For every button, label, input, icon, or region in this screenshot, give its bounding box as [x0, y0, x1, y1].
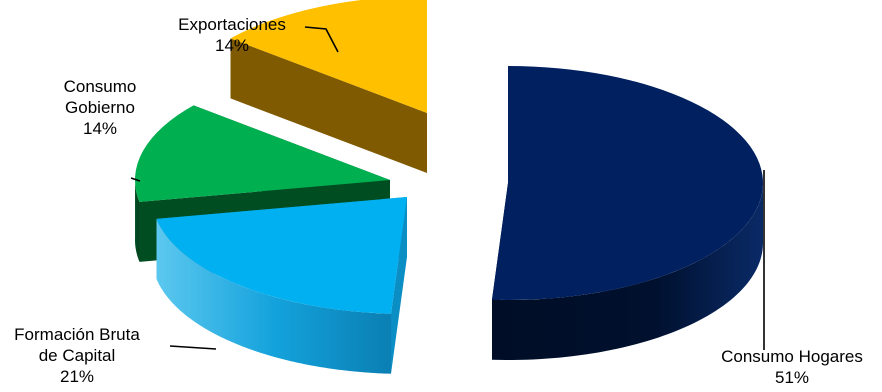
leader-line-3 [304, 26, 339, 53]
pie-slice-3 [230, 0, 427, 113]
leader-lines [130, 26, 765, 350]
slice-label-line-2-0: Consumo [64, 77, 137, 96]
slice-outer-wall-0-0 [491, 183, 763, 360]
slice-outer-wall-1-0 [156, 218, 391, 374]
pie-slice-2 [135, 105, 390, 202]
slice-label-line-0-1: 51% [775, 368, 809, 387]
slice-label-line-0-0: Consumo Hogares [721, 347, 863, 366]
slice-label-0: Consumo Hogares 51% [721, 347, 863, 387]
slice-edge-face-3-0 [230, 38, 427, 174]
slice-labels: Consumo Hogares 51% Formación Bruta de Capi… [14, 15, 863, 387]
slice-label-line-2-1: Gobierno [65, 98, 135, 117]
slice-label-line-3-1: 14% [215, 36, 249, 55]
pie-slice-0 [491, 66, 763, 300]
slice-label-line-3-0: Exportaciones [178, 15, 286, 34]
slice-label-line-1-2: 21% [60, 367, 94, 386]
slice-label-3: Exportaciones 14% [178, 15, 286, 55]
leader-line-2 [130, 177, 141, 182]
slice-label-1: Formación Bruta de Capital 21% [14, 325, 140, 386]
slice-wall-3 [230, 38, 427, 174]
slice-label-2: Consumo Gobierno 14% [64, 77, 137, 138]
slice-label-line-1-1: de Capital [39, 346, 116, 365]
slice-label-line-1-0: Formación Bruta [14, 325, 140, 344]
slice-tops [135, 0, 763, 314]
slice-label-line-2-2: 14% [83, 119, 117, 138]
pie-slice-1 [156, 197, 407, 314]
leader-line-1 [169, 345, 217, 350]
